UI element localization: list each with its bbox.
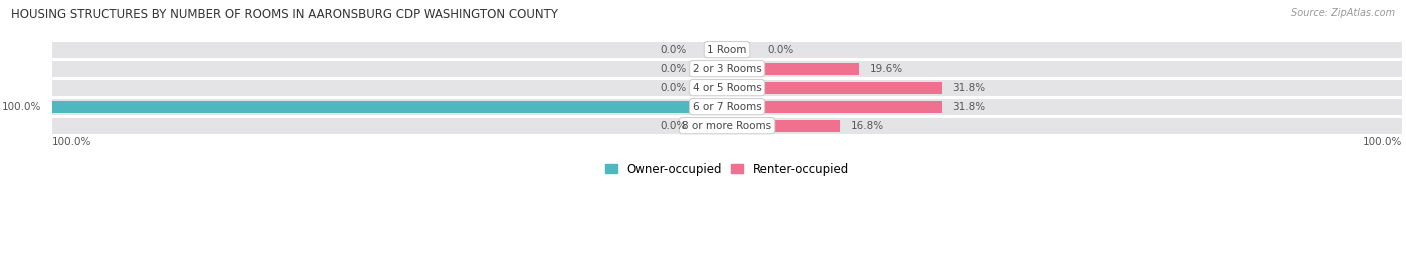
Text: 2 or 3 Rooms: 2 or 3 Rooms — [693, 63, 762, 74]
Text: 4 or 5 Rooms: 4 or 5 Rooms — [693, 83, 762, 93]
Text: 1 Room: 1 Room — [707, 45, 747, 55]
Bar — [727, 120, 841, 132]
Text: 0.0%: 0.0% — [768, 45, 794, 55]
Bar — [52, 99, 1402, 115]
Text: 16.8%: 16.8% — [851, 121, 884, 131]
Text: 0.0%: 0.0% — [661, 121, 686, 131]
Text: 31.8%: 31.8% — [952, 83, 986, 93]
Text: HOUSING STRUCTURES BY NUMBER OF ROOMS IN AARONSBURG CDP WASHINGTON COUNTY: HOUSING STRUCTURES BY NUMBER OF ROOMS IN… — [11, 8, 558, 21]
Text: 0.0%: 0.0% — [661, 63, 686, 74]
Bar — [727, 101, 942, 112]
Text: 0.0%: 0.0% — [661, 83, 686, 93]
Bar — [727, 63, 859, 75]
Text: 0.0%: 0.0% — [661, 45, 686, 55]
Bar — [52, 101, 727, 112]
Text: Source: ZipAtlas.com: Source: ZipAtlas.com — [1291, 8, 1395, 18]
Text: 100.0%: 100.0% — [52, 137, 91, 147]
Text: 6 or 7 Rooms: 6 or 7 Rooms — [693, 102, 762, 112]
Text: 100.0%: 100.0% — [1, 102, 41, 112]
Bar — [52, 42, 1402, 58]
Text: 31.8%: 31.8% — [952, 102, 986, 112]
Text: 19.6%: 19.6% — [870, 63, 903, 74]
Bar — [52, 80, 1402, 95]
Bar — [727, 82, 942, 94]
Bar — [52, 61, 1402, 77]
Bar — [52, 118, 1402, 134]
Text: 100.0%: 100.0% — [1362, 137, 1402, 147]
Text: 8 or more Rooms: 8 or more Rooms — [682, 121, 772, 131]
Legend: Owner-occupied, Renter-occupied: Owner-occupied, Renter-occupied — [600, 158, 853, 181]
